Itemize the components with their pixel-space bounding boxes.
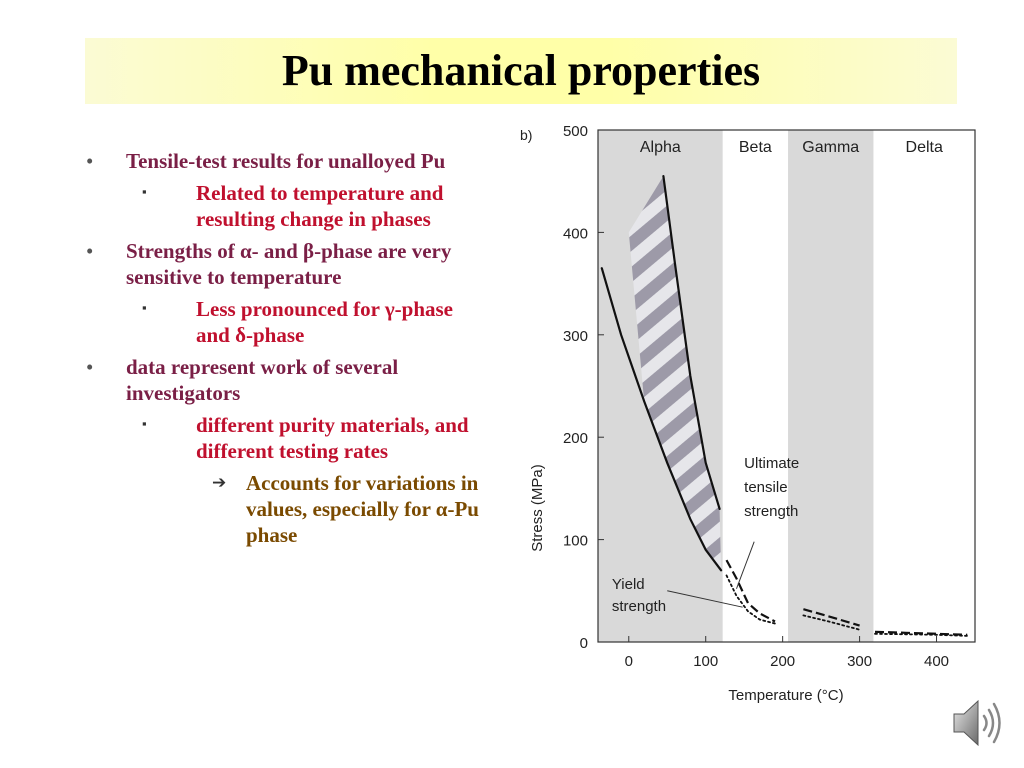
x-tick-label: 400 (924, 653, 949, 670)
y-tick-label: 400 (563, 225, 588, 242)
bullet-text: Strengths of α- and β-phase are very sen… (126, 239, 452, 289)
series-line-yield-strength (874, 632, 969, 637)
bullet-text: Tensile-test results for unalloyed Pu (126, 149, 446, 173)
arrow-bullet-item: ➔ Accounts for variations in values, espe… (80, 470, 490, 548)
phase-label-gamma: Gamma (802, 139, 859, 156)
sub-bullet-item: ▪ Less pronounced for γ-phase and δ-phase (80, 296, 490, 348)
y-tick-label: 500 (563, 123, 588, 140)
series-lines (600, 175, 969, 637)
series-line-ultimate-tensile-strength (874, 630, 968, 636)
sub-bullet-text: Related to temperature and resulting cha… (196, 181, 444, 231)
sub-bullet-marker: ▪ (142, 184, 147, 199)
annotation-yield-label: strength (612, 598, 666, 615)
bullet-text: data represent work of several investiga… (126, 355, 399, 405)
annotation-yield-label: Yield (612, 576, 645, 593)
sub-bullet-marker: ▪ (142, 416, 147, 431)
annotation-ultimate-label: Ultimate (744, 455, 799, 472)
annotation-ultimate-leader (736, 541, 755, 589)
bullet-marker: • (86, 355, 94, 379)
annotation-ultimate-label: tensile (744, 479, 787, 496)
bullet-list: • Tensile-test results for unalloyed Pu ▪… (80, 148, 490, 548)
bullet-item: • Tensile-test results for unalloyed Pu (80, 148, 490, 174)
phase-label-delta: Delta (906, 139, 943, 156)
phase-label-beta: Beta (739, 139, 772, 156)
annotation-ultimate-label: strength (744, 503, 798, 520)
sub-bullet-text: different purity materials, and differen… (196, 413, 469, 463)
annotations: Ultimate tensile strength Yield strength (612, 455, 799, 615)
sub-bullet-text: Less pronounced for γ-phase and δ-phase (196, 297, 454, 347)
x-tick-label: 100 (693, 653, 718, 670)
series-line-yield-strength (802, 614, 861, 631)
sub-bullet-item: ▪ different purity materials, and differe… (80, 412, 490, 464)
bullet-item: • Strengths of α- and β-phase are very se… (80, 238, 490, 290)
y-tick-label: 300 (563, 328, 588, 345)
series-line-ultimate-tensile-strength (662, 175, 721, 510)
y-tick-label: 0 (580, 635, 588, 652)
y-tick-label: 100 (563, 533, 588, 550)
y-axis-label: Stress (MPa) (529, 464, 546, 552)
slide-title: Pu mechanical properties (281, 46, 761, 95)
bullet-marker: • (86, 149, 94, 173)
phase-label-alpha: Alpha (640, 139, 681, 156)
series-line-ultimate-tensile-strength (803, 608, 860, 627)
title-bar: Pu mechanical properties (85, 38, 957, 104)
series-line-yield-strength (725, 574, 776, 625)
speaker-icon[interactable] (948, 694, 1008, 752)
alpha-strength-range (628, 176, 722, 571)
y-tick-label: 200 (563, 430, 588, 447)
bullet-item: • data represent work of several investig… (80, 354, 490, 406)
phase-band-gamma (788, 130, 874, 642)
x-tick-label: 200 (770, 653, 795, 670)
bullet-marker: • (86, 239, 94, 263)
x-tick-label: 0 (625, 653, 633, 670)
plot-frame (597, 129, 976, 643)
series-line-yield-strength (600, 267, 723, 572)
arrow-icon: ➔ (212, 473, 227, 493)
x-tick-label: 300 (847, 653, 872, 670)
series-line-ultimate-tensile-strength (725, 559, 776, 623)
panel-label: b) (520, 127, 532, 143)
sub-bullet-marker: ▪ (142, 300, 147, 315)
x-axis-label: Temperature (°C) (728, 687, 843, 704)
sub-bullet-item: ▪ Related to temperature and resulting ch… (80, 180, 490, 232)
arrow-bullet-text: Accounts for variations in values, espec… (246, 471, 479, 547)
axis-ticks: 0 100 200 300 400 0 100 200 300 400 500 (563, 123, 949, 670)
stress-temperature-chart: Alpha Beta Gamma Delta 0 100 200 300 400 0 100 200… (520, 123, 976, 704)
annotation-yield-leader (667, 590, 743, 608)
